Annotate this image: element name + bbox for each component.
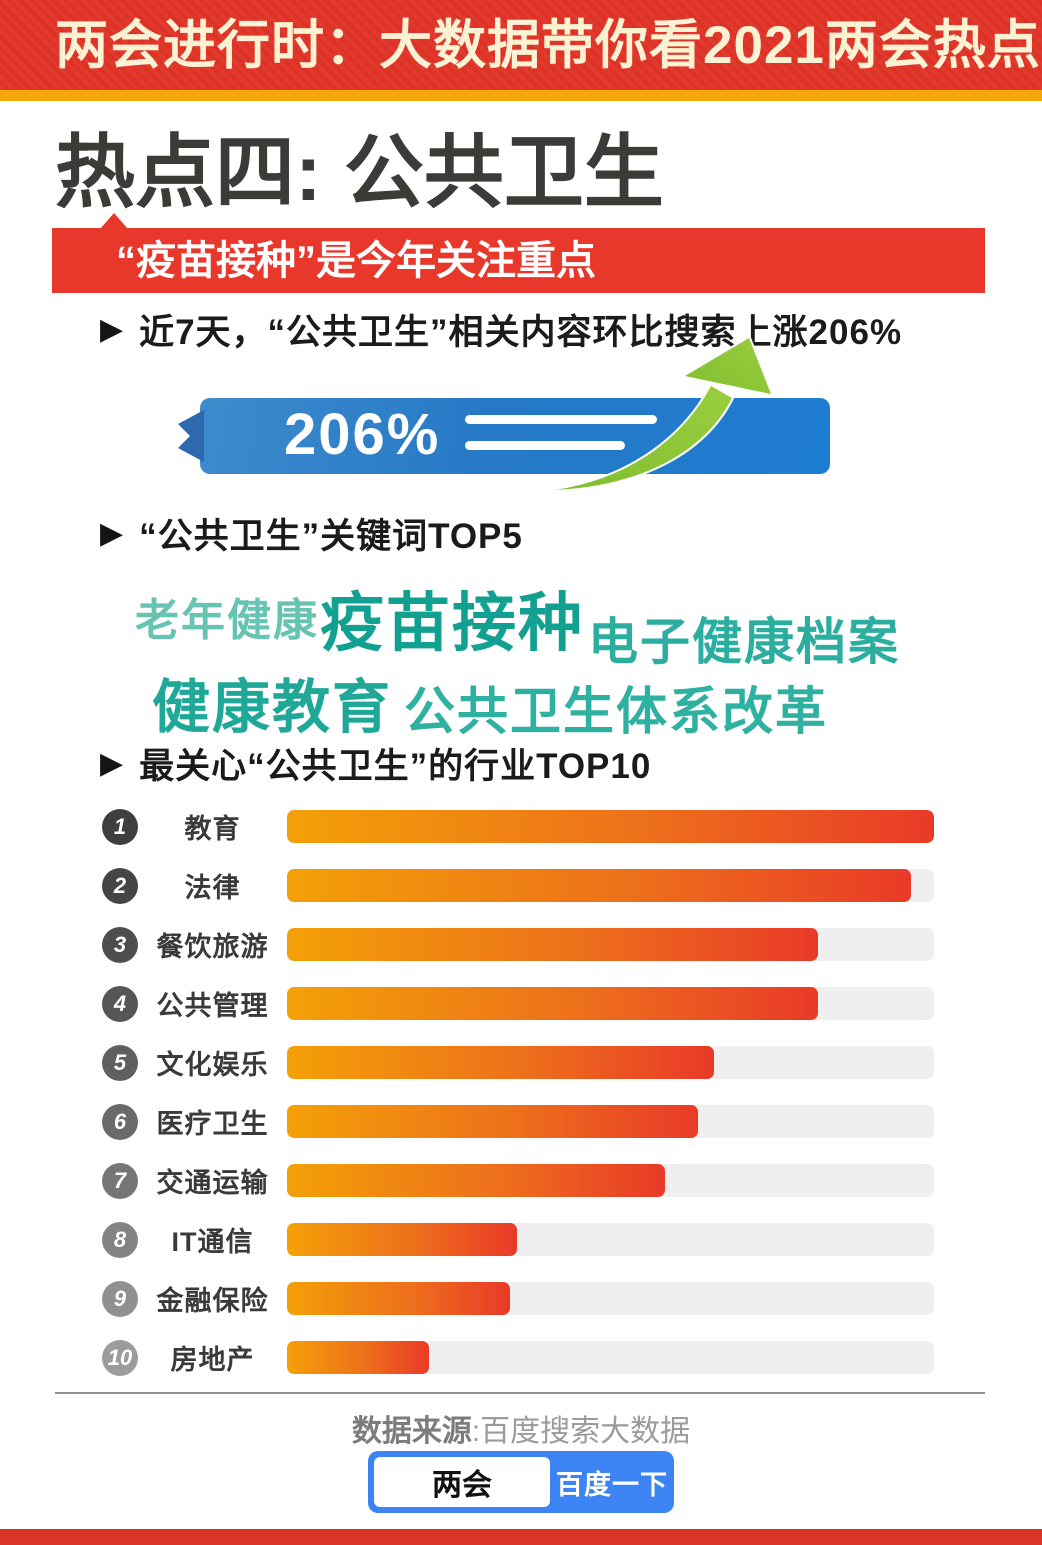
bar-fill — [287, 1105, 698, 1138]
growth-arrow-icon — [554, 335, 775, 492]
banner-pointer-icon — [100, 213, 128, 229]
industry-label: 文化娱乐 — [156, 1050, 269, 1080]
highlight-banner: “疫苗接种”是今年关注重点 — [52, 213, 985, 293]
industry-label: 医疗卫生 — [156, 1109, 269, 1139]
industry-label: 房地产 — [170, 1345, 255, 1375]
rank-badge: 8 — [102, 1221, 138, 1258]
header-orange-stripe — [0, 90, 1042, 101]
industry-label: 金融保险 — [156, 1286, 269, 1316]
industries-bullet: ▶ 最关心“公共卫生”的行业TOP10 — [100, 738, 651, 789]
rank-badge: 4 — [102, 985, 138, 1022]
header-banner: 两会进行时：大数据带你看2021两会热点 — [0, 0, 1042, 90]
chart-row: 2 法律 — [0, 856, 1042, 915]
highlight-banner-text: “疫苗接种”是今年关注重点 — [116, 239, 596, 283]
chart-row: 7 交通运输 — [0, 1151, 1042, 1210]
bar-track — [287, 1282, 934, 1315]
data-source-label: 数据来源 — [351, 1415, 472, 1448]
bar-fill — [287, 987, 818, 1020]
rank-badge: 3 — [102, 926, 138, 963]
rank-badge: 6 — [102, 1103, 138, 1140]
chart-row: 1 教育 — [0, 797, 1042, 856]
search-rise-bullet: ▶ 近7天，“公共卫生”相关内容环比搜索上涨206% — [100, 304, 902, 355]
keyword-item: 健康教育 — [152, 675, 393, 740]
industry-label: 教育 — [184, 814, 241, 844]
industry-label: 交通运输 — [156, 1168, 269, 1198]
bar-track — [287, 1046, 934, 1079]
search-rise-text: 近7天，“公共卫生”相关内容环比搜索上涨206% — [139, 313, 903, 352]
keyword-item: 老年健康 — [135, 596, 319, 645]
bar-fill — [287, 869, 912, 902]
data-source-line: 数据来源:百度搜索大数据 — [0, 1406, 1042, 1450]
bar-track — [287, 987, 934, 1020]
industry-label: 餐饮旅游 — [156, 932, 269, 962]
chart-row: 9 金融保险 — [0, 1269, 1042, 1328]
footer-divider — [55, 1392, 985, 1394]
stat-value: 206% — [284, 402, 441, 467]
bar-track — [287, 928, 934, 961]
keyword-cloud: 老年健康 疫苗接种 电子健康档案健康教育 公共卫生体系改革 — [0, 568, 1042, 740]
rank-badge: 1 — [102, 808, 138, 845]
ribbon-tail-icon — [178, 410, 204, 462]
bar-fill — [287, 1046, 715, 1079]
stat-ribbon: 206% — [178, 398, 830, 474]
ribbon-line-decoration — [465, 415, 657, 424]
search-input[interactable]: 两会 — [374, 1457, 550, 1507]
industry-chart: 1 教育 2 法律 3 餐饮旅游 4 公共管理 5 文化娱乐 6 医疗卫生 7 交通运输 8 IT通信 9 金融保… — [0, 797, 1042, 1387]
data-source-value: :百度搜索大数据 — [471, 1415, 691, 1448]
bullet-triangle-icon: ▶ — [100, 312, 124, 346]
chart-row: 6 医疗卫生 — [0, 1092, 1042, 1151]
bar-track — [287, 869, 934, 902]
bar-track — [287, 1164, 934, 1197]
industries-bullet-text: 最关心“公共卫生”的行业TOP10 — [139, 747, 652, 786]
baidu-search-widget: 两会 百度一下 — [368, 1451, 674, 1513]
keywords-bullet: ▶ “公共卫生”关键词TOP5 — [100, 508, 523, 559]
bar-fill — [287, 810, 934, 843]
bottom-red-bar — [0, 1529, 1042, 1545]
bar-track — [287, 810, 934, 843]
keyword-item: 电子健康档案 — [588, 614, 900, 670]
keywords-bullet-text: “公共卫生”关键词TOP5 — [139, 517, 523, 556]
rank-badge: 7 — [102, 1162, 138, 1199]
chart-row: 3 餐饮旅游 — [0, 915, 1042, 974]
page-title: 热点四: 公共卫生 — [55, 128, 664, 217]
industry-label: 法律 — [184, 873, 241, 903]
keyword-item: 疫苗接种 — [320, 587, 584, 659]
chart-row: 8 IT通信 — [0, 1210, 1042, 1269]
bar-track — [287, 1341, 934, 1374]
rank-badge: 10 — [102, 1339, 138, 1376]
header-title: 两会进行时：大数据带你看2021两会热点 — [55, 16, 1041, 75]
bar-track — [287, 1223, 934, 1256]
chart-row: 4 公共管理 — [0, 974, 1042, 1033]
bar-fill — [287, 1341, 430, 1374]
bullet-triangle-icon: ▶ — [100, 746, 124, 780]
chart-row: 10 房地产 — [0, 1328, 1042, 1387]
rank-badge: 5 — [102, 1044, 138, 1081]
chart-row: 5 文化娱乐 — [0, 1033, 1042, 1092]
bar-fill — [287, 1164, 666, 1197]
ribbon-line-decoration — [465, 441, 625, 450]
bar-fill — [287, 1223, 517, 1256]
baidu-search-button[interactable]: 百度一下 — [556, 1469, 668, 1500]
rank-badge: 2 — [102, 867, 138, 904]
industry-label: 公共管理 — [156, 991, 269, 1021]
bullet-triangle-icon: ▶ — [100, 516, 124, 550]
bar-fill — [287, 928, 818, 961]
bar-fill — [287, 1282, 511, 1315]
keyword-item: 公共卫生体系改革 — [404, 683, 829, 740]
rank-badge: 9 — [102, 1280, 138, 1317]
bar-track — [287, 1105, 934, 1138]
industry-label: IT通信 — [171, 1227, 254, 1257]
